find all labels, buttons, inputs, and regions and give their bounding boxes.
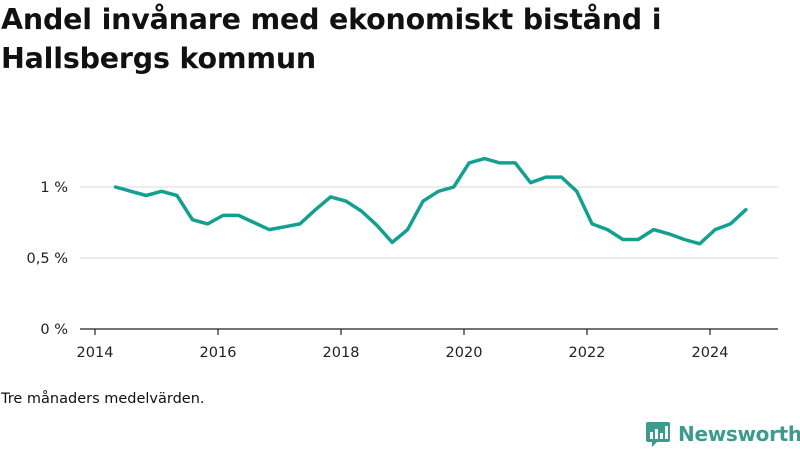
- newsworthy-brand[interactable]: Newsworthy: [644, 418, 800, 450]
- x-tick-label: 2024: [692, 345, 729, 361]
- gridlines: [80, 186, 778, 259]
- chart-note: Tre månaders medelvärden.: [1, 391, 205, 407]
- series-group: [113, 156, 748, 246]
- x-tick-label: 2014: [77, 345, 114, 361]
- brand-name: Newsworthy: [678, 422, 800, 446]
- y-tick-label: 0,5 %: [27, 251, 68, 267]
- x-axis: 2014 2016 2018 2020 2022 2024: [77, 328, 778, 361]
- x-tick-label: 2018: [323, 345, 360, 361]
- y-axis-tick-labels: 0 % 0,5 % 1 %: [27, 180, 68, 338]
- series-line: [113, 156, 748, 246]
- chart-title: Andel invånare med ekonomiskt bistånd i …: [1, 3, 662, 75]
- x-tick-label: 2022: [569, 345, 606, 361]
- y-tick-label: 0 %: [40, 322, 68, 338]
- x-tick-label: 2016: [200, 345, 237, 361]
- newsworthy-logo-icon: [646, 422, 670, 447]
- y-tick-label: 1 %: [40, 180, 68, 196]
- x-tick-label: 2020: [446, 345, 483, 361]
- line-chart: 0 % 0,5 % 1 % 2014 2016 2018 2020 2022 2024: [27, 156, 778, 361]
